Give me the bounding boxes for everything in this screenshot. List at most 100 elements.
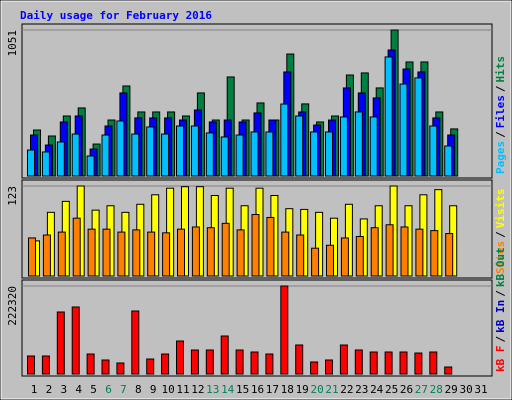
bar	[369, 116, 378, 177]
x-tick-label: 14	[221, 383, 235, 396]
x-tick-label: 30	[459, 383, 472, 396]
legend-separator: /	[494, 131, 507, 138]
bar	[400, 226, 409, 277]
legend-entry: Hits	[494, 56, 507, 83]
bar	[310, 361, 319, 375]
bar	[281, 231, 290, 277]
legend-entry: kB F	[494, 346, 507, 373]
bar	[384, 56, 393, 177]
legend-entry: kB In	[494, 300, 507, 333]
x-tick-label: 12	[191, 383, 204, 396]
bar	[28, 237, 36, 277]
x-tick-label: 22	[340, 383, 353, 396]
bar	[86, 353, 95, 375]
x-tick-label: 26	[400, 383, 413, 396]
x-tick-label: 13	[206, 383, 219, 396]
bar	[116, 120, 125, 177]
bar	[280, 285, 289, 375]
legend-entry: Sites	[494, 241, 507, 274]
legend-entry: Visits	[494, 189, 507, 229]
legend-separator: /	[494, 231, 507, 238]
bar	[250, 351, 259, 375]
bar	[220, 335, 229, 375]
bar	[71, 133, 80, 177]
bar	[146, 358, 155, 375]
x-tick-label: 6	[105, 383, 112, 396]
bar	[221, 222, 230, 277]
bar	[266, 216, 275, 277]
x-tick-label: 27	[415, 383, 428, 396]
bar	[147, 231, 156, 277]
legend: Sites / Visits	[494, 189, 507, 275]
bar	[206, 227, 215, 277]
x-tick-label: 20	[310, 383, 323, 396]
bar	[326, 244, 334, 277]
bar	[444, 366, 453, 375]
legend: kB F / kB In / kB Out	[494, 247, 507, 372]
bar	[280, 103, 289, 177]
bar	[399, 83, 408, 177]
bar	[161, 353, 170, 375]
bar	[251, 214, 260, 277]
bar	[414, 77, 423, 177]
x-tick-label: 15	[236, 383, 249, 396]
chart-title: Daily usage for February 2016	[20, 9, 212, 22]
bar	[295, 344, 304, 375]
x-tick-label: 2	[46, 383, 53, 396]
bar	[429, 351, 438, 375]
bar	[131, 133, 140, 177]
bar	[205, 349, 214, 375]
bar	[86, 155, 95, 177]
bar	[116, 362, 125, 375]
bar	[57, 231, 66, 277]
x-tick-label: 7	[120, 383, 127, 396]
x-tick-label: 1	[31, 383, 38, 396]
legend-separator: /	[494, 336, 507, 343]
bar	[27, 355, 35, 375]
x-tick-label: 8	[135, 383, 142, 396]
x-tick-label: 21	[325, 383, 338, 396]
legend: Pages / Files / Hits	[494, 56, 507, 174]
x-tick-label: 4	[75, 383, 82, 396]
bar	[56, 311, 65, 375]
x-tick-label: 24	[370, 383, 384, 396]
bar	[265, 131, 274, 177]
bar	[444, 145, 453, 177]
bar	[370, 227, 379, 277]
bar	[384, 351, 393, 375]
bar	[415, 228, 424, 277]
bar	[235, 134, 244, 177]
bar	[339, 344, 348, 375]
x-tick-label: 16	[251, 383, 264, 396]
bar	[355, 235, 364, 277]
bar	[42, 234, 51, 277]
bar	[205, 132, 214, 177]
bar	[414, 352, 423, 375]
bar	[265, 353, 274, 375]
bar	[131, 310, 140, 375]
bar	[101, 359, 110, 375]
x-tick-label: 31	[474, 383, 487, 396]
bar	[41, 355, 50, 375]
bar	[430, 230, 439, 277]
bar	[161, 133, 170, 177]
bar	[220, 136, 229, 177]
bar	[146, 126, 155, 177]
x-tick-label: 17	[266, 383, 279, 396]
bar	[41, 151, 50, 177]
bar	[27, 149, 35, 177]
bar	[429, 125, 438, 177]
bar	[340, 237, 349, 277]
bar	[399, 351, 408, 375]
bar	[445, 233, 454, 277]
x-tick-label: 25	[385, 383, 398, 396]
legend-separator: /	[494, 85, 507, 92]
x-tick-label: 10	[161, 383, 174, 396]
bar	[102, 228, 111, 277]
bar	[354, 349, 363, 375]
x-tick-label: 11	[176, 383, 189, 396]
bar	[296, 234, 305, 277]
x-tick-label: 18	[281, 383, 294, 396]
bar	[117, 231, 126, 277]
